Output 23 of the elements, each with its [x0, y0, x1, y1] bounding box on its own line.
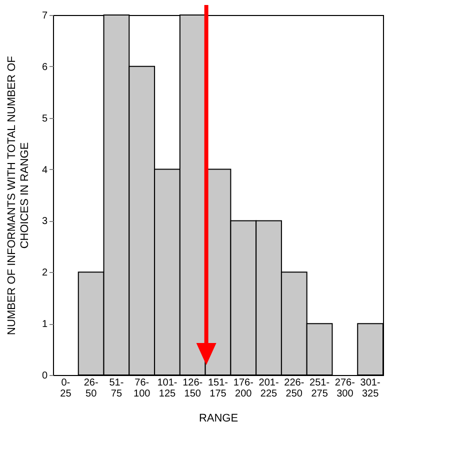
x-axis-title: RANGE — [198, 412, 238, 424]
x-tick-label: 76- 100 — [134, 378, 151, 400]
y-tick-label: 2 — [42, 268, 48, 279]
y-tick-label: 0 — [42, 370, 48, 382]
x-tick-label: 0- 25 — [60, 378, 72, 400]
x-tick-label: 26- 50 — [84, 378, 98, 400]
y-tick-label: 4 — [42, 164, 48, 176]
x-tick-label: 51- 75 — [109, 378, 124, 400]
x-tick-label: 226- 250 — [284, 378, 304, 400]
y-tick-label: 7 — [42, 10, 48, 22]
y-axis-title: NUMBER OF INFORMANTS WITH TOTAL NUMBER OF CHOICES IN RANGE — [6, 56, 31, 335]
x-tick-label: 201- 225 — [258, 378, 279, 400]
y-tick-label: 6 — [42, 62, 48, 73]
x-tick-label: 301- 325 — [360, 378, 380, 400]
x-tick-label: 176- 200 — [233, 378, 254, 400]
x-tick-label: 126- 150 — [182, 378, 203, 400]
x-tick-label: 101- 125 — [157, 378, 178, 400]
y-tick-label: 3 — [42, 216, 48, 228]
y-tick-label: 5 — [42, 113, 48, 124]
x-tick-label: 276- 300 — [334, 378, 355, 400]
y-tick-label: 1 — [42, 319, 48, 330]
x-tick-label: 251- 275 — [310, 378, 330, 400]
x-tick-label: 151- 175 — [208, 378, 228, 400]
